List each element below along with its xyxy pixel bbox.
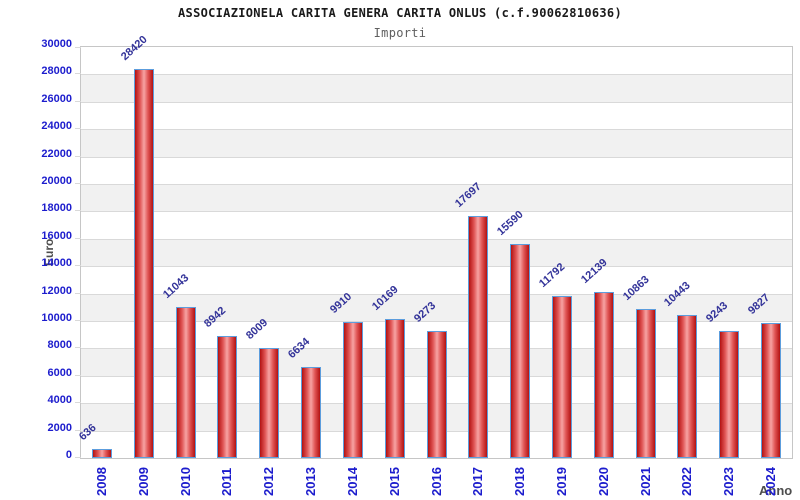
- y-tick-mark: [75, 210, 81, 212]
- bar: [259, 348, 280, 458]
- x-tick-label: 2017: [470, 467, 486, 496]
- x-tick-label: 2010: [177, 467, 193, 496]
- y-tick-label: 10000: [41, 312, 72, 324]
- x-tick-label: 2020: [595, 467, 611, 496]
- y-tick-mark: [75, 155, 81, 157]
- y-tick-mark: [75, 402, 81, 404]
- y-tick-label: 30000: [41, 38, 72, 50]
- plot-band: [81, 266, 792, 294]
- y-tick-mark: [75, 457, 81, 458]
- y-tick-label: 24000: [41, 120, 72, 133]
- y-tick-mark: [75, 237, 81, 239]
- plot-band: [81, 74, 792, 102]
- x-tick-label: 2024: [763, 467, 779, 496]
- bar: [468, 215, 489, 458]
- x-tick-label: 2013: [303, 467, 319, 496]
- bar: [593, 291, 614, 458]
- bar: [761, 323, 782, 458]
- y-tick-label: 4000: [47, 394, 72, 407]
- x-axis-title: Anno: [759, 483, 793, 498]
- x-tick-label: 2008: [93, 467, 109, 496]
- plot-area: 636 28420 11043 8942 8009 6634 9910 10169 9273 17…: [75, 33, 793, 459]
- y-tick-label: 16000: [41, 229, 72, 242]
- x-tick-label: 2012: [261, 467, 277, 496]
- plot-band: [81, 156, 792, 184]
- plot-band: [81, 211, 792, 239]
- x-tick-label: 2023: [721, 467, 737, 496]
- bar: [133, 68, 154, 458]
- y-tick-label: 12000: [41, 284, 72, 297]
- x-tick-label: 2009: [135, 467, 151, 496]
- y-tick-label: 18000: [41, 202, 72, 215]
- y-tick-label: 14000: [41, 257, 72, 270]
- chart-title: ASSOCIAZIONELA CARITA GENERA CARITA ONLU…: [178, 6, 622, 20]
- y-tick-label: 2000: [47, 421, 72, 434]
- bar: [217, 335, 238, 458]
- y-tick-mark: [75, 320, 81, 321]
- bar: [551, 296, 572, 458]
- y-tick-label: 8000: [47, 339, 72, 352]
- y-tick-mark: [75, 265, 81, 267]
- x-tick-label: 2019: [553, 467, 569, 496]
- plot-band: [81, 47, 792, 75]
- bar: [301, 367, 322, 458]
- x-tick-label: 2016: [428, 467, 444, 496]
- y-tick-label: 28000: [41, 65, 72, 78]
- y-tick-label: 0: [65, 449, 72, 461]
- y-tick-mark: [75, 429, 81, 431]
- y-tick-label: 22000: [41, 147, 72, 160]
- y-tick-mark: [75, 374, 81, 376]
- plot-band: [81, 238, 792, 267]
- y-tick-mark: [75, 100, 81, 102]
- bar: [384, 318, 405, 458]
- plot-band: [81, 101, 792, 130]
- y-tick-mark: [75, 347, 81, 349]
- bar: [719, 331, 740, 458]
- y-tick-mark: [75, 292, 81, 294]
- x-tick-label: 2014: [344, 467, 360, 496]
- bar: [91, 449, 112, 458]
- chart-subtitle: Importi: [373, 26, 427, 40]
- y-tick-label: 6000: [47, 366, 72, 379]
- x-tick-label: 2021: [637, 467, 653, 496]
- y-tick-mark: [75, 183, 81, 184]
- x-tick-label: 2011: [219, 467, 235, 496]
- plot-band: [81, 293, 792, 321]
- y-tick-mark: [75, 128, 81, 130]
- plot-band: [81, 184, 792, 212]
- y-tick-label: 20000: [41, 175, 72, 187]
- bar: [635, 309, 656, 458]
- bar: [510, 244, 531, 458]
- y-tick-label: 26000: [41, 92, 72, 105]
- plot-band: [81, 129, 792, 157]
- x-tick-label: 2018: [512, 467, 528, 496]
- bar: [342, 322, 363, 458]
- bar: [677, 314, 698, 458]
- y-tick-mark: [75, 47, 81, 48]
- x-tick-label: 2022: [679, 467, 695, 496]
- bar: [175, 306, 196, 458]
- y-tick-mark: [75, 73, 81, 75]
- x-tick-label: 2015: [386, 467, 402, 496]
- bar: [426, 330, 447, 458]
